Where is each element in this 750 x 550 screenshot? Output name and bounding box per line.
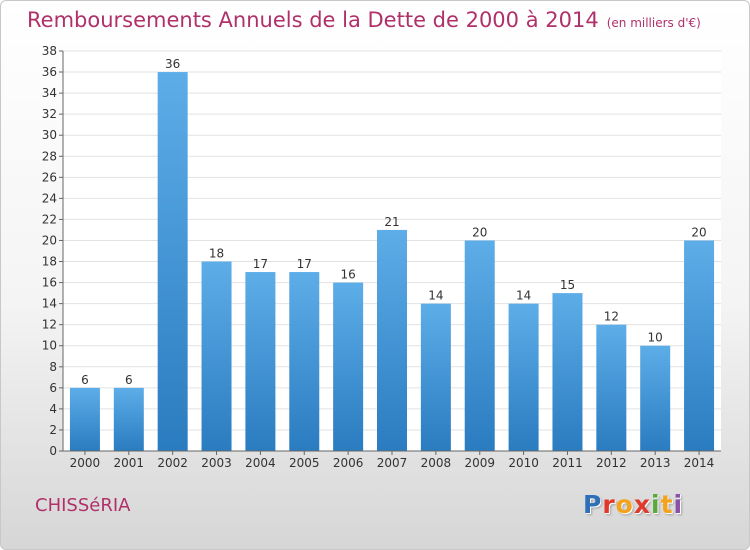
bar-2005 bbox=[289, 272, 320, 451]
x-tick-label-2013: 2013 bbox=[640, 456, 671, 470]
x-tick-label-2010: 2010 bbox=[508, 456, 539, 470]
x-tick-label-2011: 2011 bbox=[552, 456, 583, 470]
x-tick-label-2002: 2002 bbox=[157, 456, 188, 470]
x-tick-label-2004: 2004 bbox=[245, 456, 276, 470]
x-tick-label-2001: 2001 bbox=[114, 456, 145, 470]
city-name: CHISSéRIA bbox=[35, 495, 131, 516]
data-label-2009: 20 bbox=[472, 225, 487, 239]
bar-2008 bbox=[420, 303, 451, 451]
bar-2012 bbox=[596, 324, 627, 451]
data-label-2011: 15 bbox=[560, 278, 575, 292]
bar-2000 bbox=[69, 387, 100, 451]
bar-2007 bbox=[377, 229, 407, 451]
x-tick-label-2000: 2000 bbox=[70, 456, 101, 470]
x-tick-label-2014: 2014 bbox=[684, 456, 715, 470]
y-tick-label: 2 bbox=[49, 423, 57, 437]
data-label-2001: 6 bbox=[125, 373, 133, 387]
y-tick-label: 16 bbox=[42, 276, 57, 290]
data-label-2007: 21 bbox=[384, 215, 399, 229]
x-tick-label-2003: 2003 bbox=[201, 456, 232, 470]
bar-2013 bbox=[640, 345, 671, 451]
data-label-2000: 6 bbox=[81, 373, 89, 387]
data-label-2003: 18 bbox=[209, 247, 224, 261]
y-tick-label: 34 bbox=[42, 86, 57, 100]
bar-2006 bbox=[333, 282, 364, 451]
bar-2002 bbox=[157, 72, 188, 451]
data-label-2006: 16 bbox=[340, 268, 355, 282]
y-tick-label: 32 bbox=[42, 107, 57, 121]
y-tick-label: 4 bbox=[49, 402, 57, 416]
y-tick-label: 26 bbox=[42, 170, 57, 184]
bar-2001 bbox=[113, 387, 144, 451]
bar-2011 bbox=[552, 293, 583, 451]
y-tick-label: 6 bbox=[49, 381, 57, 395]
data-label-2008: 14 bbox=[428, 289, 443, 303]
bar-2003 bbox=[201, 261, 232, 451]
y-tick-label: 12 bbox=[42, 318, 57, 332]
x-tick-label-2012: 2012 bbox=[596, 456, 627, 470]
data-label-2012: 12 bbox=[604, 310, 619, 324]
y-tick-label: 14 bbox=[42, 297, 57, 311]
bar-2014 bbox=[684, 240, 715, 451]
data-label-2014: 20 bbox=[691, 225, 706, 239]
y-tick-label: 8 bbox=[49, 360, 57, 374]
x-tick-label-2005: 2005 bbox=[289, 456, 320, 470]
chart-subtitle: (en milliers d'€) bbox=[606, 16, 701, 30]
data-label-2010: 14 bbox=[516, 289, 531, 303]
y-tick-label: 30 bbox=[42, 128, 57, 142]
bar-2004 bbox=[245, 272, 276, 451]
x-tick-label-2006: 2006 bbox=[333, 456, 364, 470]
chart-title: Remboursements Annuels de la Dette de 20… bbox=[27, 8, 701, 32]
x-tick-label-2007: 2007 bbox=[377, 456, 408, 470]
proxiti-logo: Proxiti bbox=[583, 490, 684, 519]
data-label-2005: 17 bbox=[297, 257, 312, 271]
y-tick-label: 18 bbox=[42, 255, 57, 269]
y-tick-label: 10 bbox=[42, 339, 57, 353]
y-tick-label: 24 bbox=[42, 191, 57, 205]
x-tick-label-2009: 2009 bbox=[464, 456, 495, 470]
y-tick-label: 36 bbox=[42, 65, 57, 79]
y-tick-label: 28 bbox=[42, 149, 57, 163]
data-label-2013: 10 bbox=[648, 331, 663, 345]
y-tick-label: 0 bbox=[49, 444, 57, 458]
y-tick-label: 20 bbox=[42, 233, 57, 247]
y-tick-label: 38 bbox=[42, 44, 57, 58]
bar-2010 bbox=[508, 303, 539, 451]
data-label-2002: 36 bbox=[165, 57, 180, 71]
y-tick-label: 22 bbox=[42, 212, 57, 226]
chart-title-text: Remboursements Annuels de la Dette de 20… bbox=[27, 8, 599, 32]
data-label-2004: 17 bbox=[253, 257, 268, 271]
x-tick-label-2008: 2008 bbox=[421, 456, 452, 470]
bar-2009 bbox=[464, 240, 495, 451]
